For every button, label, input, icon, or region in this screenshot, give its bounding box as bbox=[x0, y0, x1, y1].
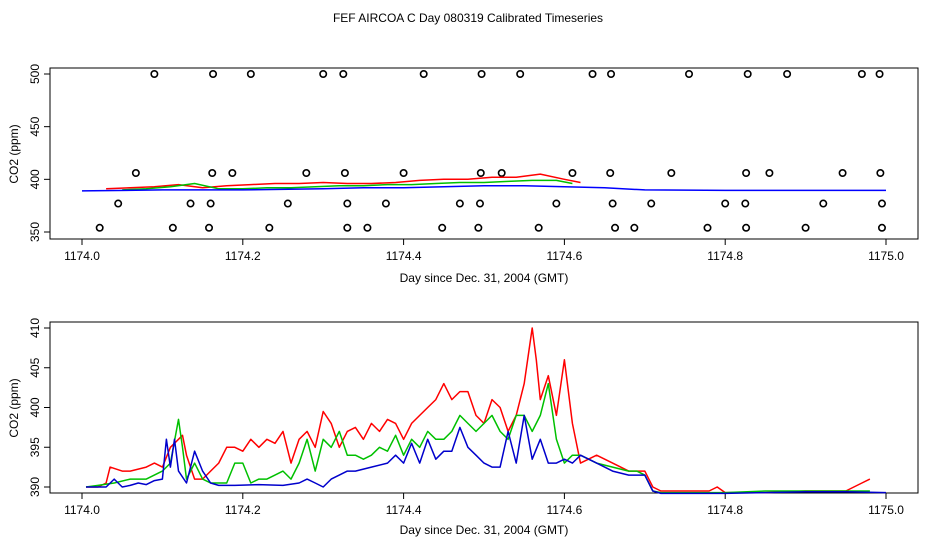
calibration-point bbox=[611, 223, 620, 232]
calibration-point bbox=[114, 199, 123, 208]
bottom-y-axis-label: CO2 (ppm) bbox=[7, 378, 21, 437]
calibration-point bbox=[419, 70, 428, 79]
calibration-point bbox=[319, 70, 328, 79]
top-series-red bbox=[106, 173, 581, 190]
top-y-tick-label: 350 bbox=[28, 222, 42, 242]
top-chart: Day since Dec. 31, 2004 (GMT) CO2 (ppm) … bbox=[7, 64, 919, 285]
calibration-point bbox=[742, 223, 751, 232]
top-x-tick-label: 1175.0 bbox=[868, 249, 904, 263]
calibration-point bbox=[875, 70, 884, 79]
calibration-point bbox=[552, 199, 561, 208]
calibration-point bbox=[363, 223, 372, 232]
bottom-x-tick-label: 1174.4 bbox=[386, 503, 422, 517]
calibration-point bbox=[741, 199, 750, 208]
calibration-point bbox=[228, 169, 237, 178]
calibration-point bbox=[206, 199, 215, 208]
calibration-point bbox=[783, 70, 792, 79]
calibration-point bbox=[588, 70, 597, 79]
calibration-point bbox=[186, 199, 195, 208]
calibration-point bbox=[95, 223, 104, 232]
top-y-tick-label: 450 bbox=[28, 116, 42, 136]
calibration-point bbox=[630, 223, 639, 232]
bottom-x-tick-label: 1174.0 bbox=[64, 503, 100, 517]
calibration-point bbox=[150, 70, 159, 79]
calibration-point bbox=[857, 70, 866, 79]
bottom-y-tick-label: 405 bbox=[28, 357, 42, 377]
calibration-point bbox=[343, 199, 352, 208]
calibration-point bbox=[838, 169, 847, 178]
bottom-x-tick-label: 1174.8 bbox=[707, 503, 743, 517]
top-x-tick-label: 1174.4 bbox=[386, 249, 422, 263]
bottom-y-tick-label: 400 bbox=[28, 397, 42, 417]
calibration-point bbox=[497, 169, 506, 178]
calibration-point bbox=[568, 169, 577, 178]
calibration-point bbox=[475, 199, 484, 208]
calibration-point bbox=[476, 169, 485, 178]
top-x-tick-label: 1174.0 bbox=[64, 249, 100, 263]
top-x-axis-label: Day since Dec. 31, 2004 (GMT) bbox=[400, 271, 569, 285]
bottom-y-tick-label: 395 bbox=[28, 437, 42, 457]
calibration-point bbox=[455, 199, 464, 208]
top-y-axis-label: CO2 (ppm) bbox=[7, 124, 21, 183]
bottom-y-tick-label: 390 bbox=[28, 477, 42, 497]
calibration-point bbox=[685, 70, 694, 79]
calibration-point bbox=[877, 223, 886, 232]
calibration-point bbox=[606, 169, 615, 178]
calibration-point bbox=[647, 199, 656, 208]
calibration-point bbox=[608, 199, 617, 208]
calibration-point bbox=[765, 169, 774, 178]
figure-title: FEF AIRCOA C Day 080319 Calibrated Times… bbox=[333, 11, 603, 25]
bottom-y-tick-label: 410 bbox=[28, 318, 42, 338]
bottom-chart: Day since Dec. 31, 2004 (GMT) CO2 (ppm) … bbox=[7, 318, 919, 537]
calibration-point bbox=[743, 70, 752, 79]
calibration-point bbox=[703, 223, 712, 232]
calibration-point bbox=[283, 199, 292, 208]
calibration-point bbox=[205, 223, 214, 232]
calibration-point bbox=[607, 70, 616, 79]
calibration-point bbox=[343, 223, 352, 232]
top-plot-frame bbox=[49, 67, 919, 240]
calibration-point bbox=[246, 70, 255, 79]
calibration-point bbox=[819, 199, 828, 208]
top-x-tick-label: 1174.6 bbox=[546, 249, 582, 263]
calibration-point bbox=[302, 169, 311, 178]
calibration-point bbox=[340, 169, 349, 178]
bottom-x-tick-label: 1174.2 bbox=[225, 503, 261, 517]
calibration-point bbox=[438, 223, 447, 232]
bottom-x-tick-label: 1174.6 bbox=[546, 503, 582, 517]
top-x-tick-label: 1174.2 bbox=[225, 249, 261, 263]
bottom-x-tick-label: 1175.0 bbox=[868, 503, 904, 517]
bottom-series-green bbox=[85, 382, 870, 494]
bottom-x-axis-label: Day since Dec. 31, 2004 (GMT) bbox=[400, 523, 569, 537]
calibration-point bbox=[721, 199, 730, 208]
top-y-tick-label: 500 bbox=[28, 64, 42, 84]
calibration-point bbox=[339, 70, 348, 79]
calibration-point bbox=[876, 169, 885, 178]
top-y-tick-label: 400 bbox=[28, 169, 42, 189]
calibration-point bbox=[381, 199, 390, 208]
calibration-point bbox=[534, 223, 543, 232]
calibration-point bbox=[477, 70, 486, 79]
calibration-point bbox=[209, 70, 218, 79]
calibration-point bbox=[208, 169, 217, 178]
top-series-blue bbox=[81, 184, 886, 192]
calibration-point bbox=[801, 223, 810, 232]
bottom-series-red bbox=[86, 327, 871, 494]
calibration-point bbox=[877, 199, 886, 208]
calibration-point bbox=[131, 169, 140, 178]
calibration-point bbox=[516, 70, 525, 79]
bottom-plot-frame bbox=[49, 321, 919, 494]
top-x-tick-label: 1174.8 bbox=[707, 249, 743, 263]
calibration-point bbox=[168, 223, 177, 232]
bottom-series-blue bbox=[86, 414, 887, 495]
calibration-point bbox=[742, 169, 751, 178]
calibration-point bbox=[265, 223, 274, 232]
top-series-green bbox=[122, 179, 573, 191]
calibration-point bbox=[399, 169, 408, 178]
calibration-point bbox=[667, 169, 676, 178]
calibration-point bbox=[474, 223, 483, 232]
